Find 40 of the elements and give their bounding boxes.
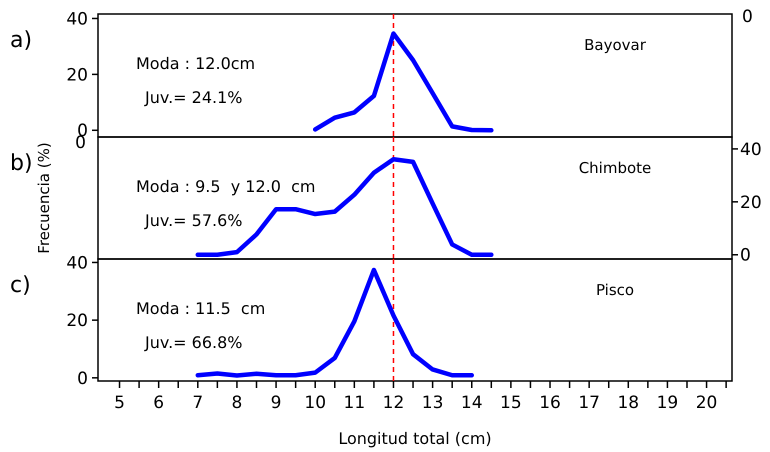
text: a) [10,28,32,53]
x-tick-label: 19 [656,393,678,413]
x-tick-label: 13 [422,393,444,413]
y-tick-label: 40 [66,9,88,30]
x-tick-label: 16 [539,393,561,413]
annotation: Moda : 9.5 y 12.0 cm [136,177,316,196]
x-tick-label: 7 [192,393,204,413]
x-tick-label: 10 [304,393,326,413]
x-tick-label: 8 [232,393,242,413]
x-tick-label: 15 [500,393,522,413]
y-tick-label: 0 [77,368,88,389]
annotation: Juv.= 24.1% [144,88,242,107]
x-tick-label: 20 [696,393,718,413]
x-tick-label: 12 [382,393,404,413]
y-tick-label: 20 [66,65,88,86]
annotation: Juv.= 66.8% [144,333,242,352]
annotation: Pisco [596,281,634,299]
annotation: Moda : 11.5 cm [136,299,266,318]
annotation: Chimbote [578,159,652,177]
y2-tick-label: 20 [740,192,762,213]
x-tick-label: 6 [153,393,164,413]
x-axis-title: Longitud total (cm) [338,429,492,448]
line-series [312,31,494,133]
y-tick-label: 40 [66,253,88,274]
text: 0 [742,7,753,27]
x-tick-label: 11 [344,393,366,413]
x-tick-label: 18 [617,393,640,413]
x-tick-label: 9 [270,393,282,413]
annotation: Bayovar [584,36,647,54]
y2-tick-label: 0 [740,246,751,266]
x-tick-label: 17 [578,393,600,413]
annotation: Moda : 12.0cm [136,54,256,73]
x-tick-label: 5 [114,393,125,413]
text: c) [10,273,31,298]
annotation: Juv.= 57.6% [144,211,242,230]
y-tick-label: 20 [66,311,88,332]
x-tick-label: 14 [460,393,483,413]
y2-tick-label: 40 [740,140,762,160]
y-axis-title: Frecuencia (%) [35,142,53,254]
text: b) [10,151,33,176]
